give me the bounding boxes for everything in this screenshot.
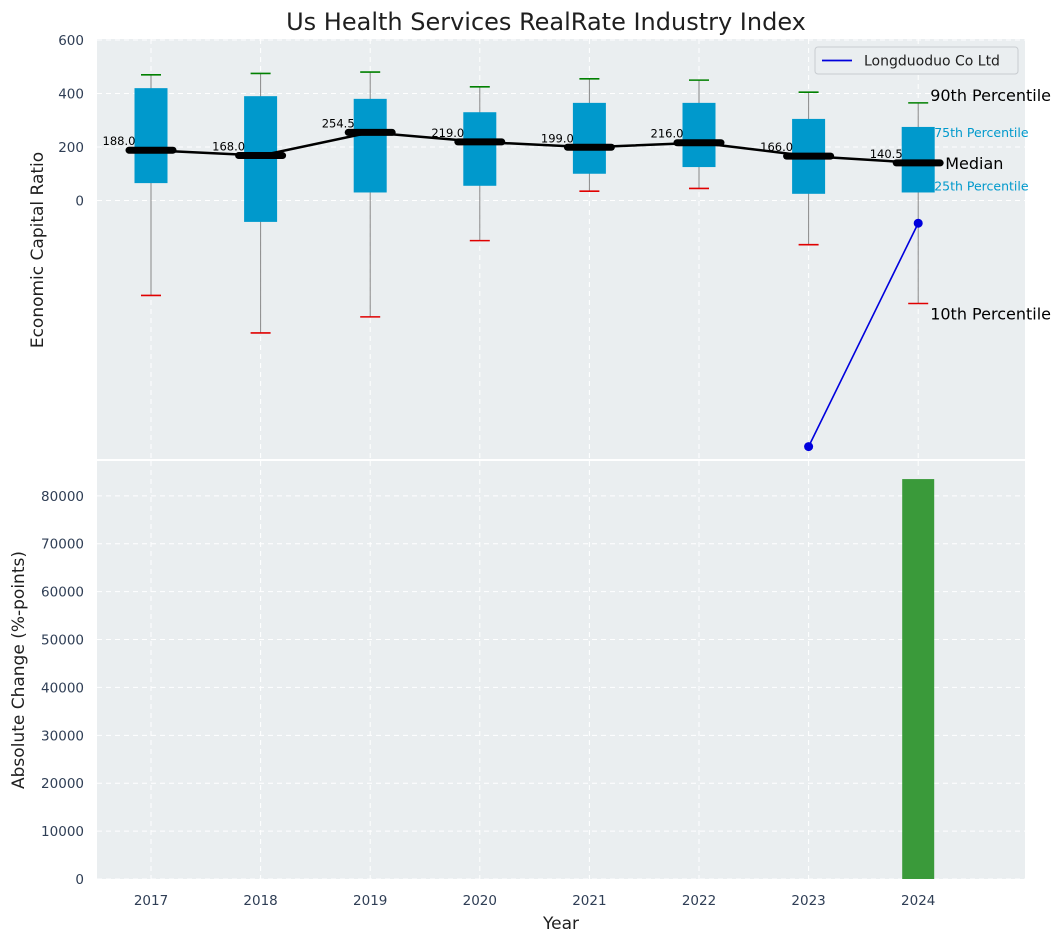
xtick-label: 2017 <box>134 893 168 909</box>
iqr-box <box>353 98 387 193</box>
median-value-label: 219.0 <box>431 126 464 140</box>
median-value-label: 140.5 <box>870 147 903 161</box>
iqr-box <box>463 112 497 186</box>
xtick-label: 2019 <box>353 893 387 909</box>
top-panel-background <box>97 39 1025 459</box>
top-ytick-label: 600 <box>58 33 84 49</box>
top-ytick-label: 200 <box>58 140 84 156</box>
bottom-ytick-label: 40000 <box>41 680 84 696</box>
bottom-ylabel: Absolute Change (%-points) <box>9 551 29 789</box>
annotation-p25: 25th Percentile <box>934 178 1029 193</box>
xtick-label: 2022 <box>682 893 716 909</box>
chart-title: Us Health Services RealRate Industry Ind… <box>286 8 806 36</box>
bottom-ytick-label: 80000 <box>41 489 84 505</box>
bottom-ytick-label: 20000 <box>41 776 84 792</box>
top-ytick-label: 0 <box>75 194 84 210</box>
box-2020 <box>454 86 506 242</box>
iqr-box <box>134 88 168 184</box>
top-ylabel: Economic Capital Ratio <box>28 152 48 348</box>
median-value-label: 254.5 <box>322 116 355 130</box>
bottom-panel-background <box>97 461 1025 879</box>
xtick-label: 2024 <box>901 893 935 909</box>
xtick-label: 2020 <box>463 893 497 909</box>
bottom-ytick-label: 30000 <box>41 728 84 744</box>
xtick-label: 2021 <box>572 893 606 909</box>
xtick-label: 2023 <box>791 893 825 909</box>
company-point <box>804 442 814 452</box>
median-value-label: 166.0 <box>760 140 793 154</box>
legend: Longduoduo Co Ltd <box>814 46 1019 75</box>
xlabel: Year <box>542 914 579 934</box>
top-panel: 0 200 400 600 188.0 168.0 254.5 219.0 199.0 216.0… <box>28 33 1051 459</box>
annotation-p10: 10th Percentile <box>930 304 1051 323</box>
iqr-box <box>572 102 606 174</box>
bottom-ytick-label: 10000 <box>41 824 84 840</box>
top-ytick-label: 400 <box>58 87 84 103</box>
change-bar <box>902 479 935 879</box>
median-value-label: 199.0 <box>541 131 574 145</box>
box-2019 <box>344 71 396 318</box>
annotation-p90: 90th Percentile <box>930 86 1051 105</box>
bottom-ytick-label: 0 <box>75 872 84 888</box>
median-value-label: 216.0 <box>651 127 684 141</box>
bottom-panel: 2017 2018 2019 2020 2021 2022 2023 2024 0 10000 20… <box>9 461 1025 934</box>
median-value-label: 168.0 <box>212 140 245 154</box>
iqr-box <box>682 102 716 168</box>
bottom-ytick-label: 50000 <box>41 633 84 649</box>
xtick-label: 2018 <box>243 893 277 909</box>
median-trend-line <box>150 131 919 165</box>
box-2018 <box>235 72 287 334</box>
legend-label: Longduoduo Co Ltd <box>864 54 1000 70</box>
annotation-p75: 75th Percentile <box>934 125 1029 140</box>
legend-box <box>814 46 1019 75</box>
company-point <box>913 218 923 228</box>
bottom-ytick-label: 60000 <box>41 585 84 601</box>
annotation-median: Median <box>945 154 1003 173</box>
bottom-ytick-label: 70000 <box>41 537 84 553</box>
company-line <box>807 222 919 447</box>
median-value-label: 188.0 <box>103 134 136 148</box>
